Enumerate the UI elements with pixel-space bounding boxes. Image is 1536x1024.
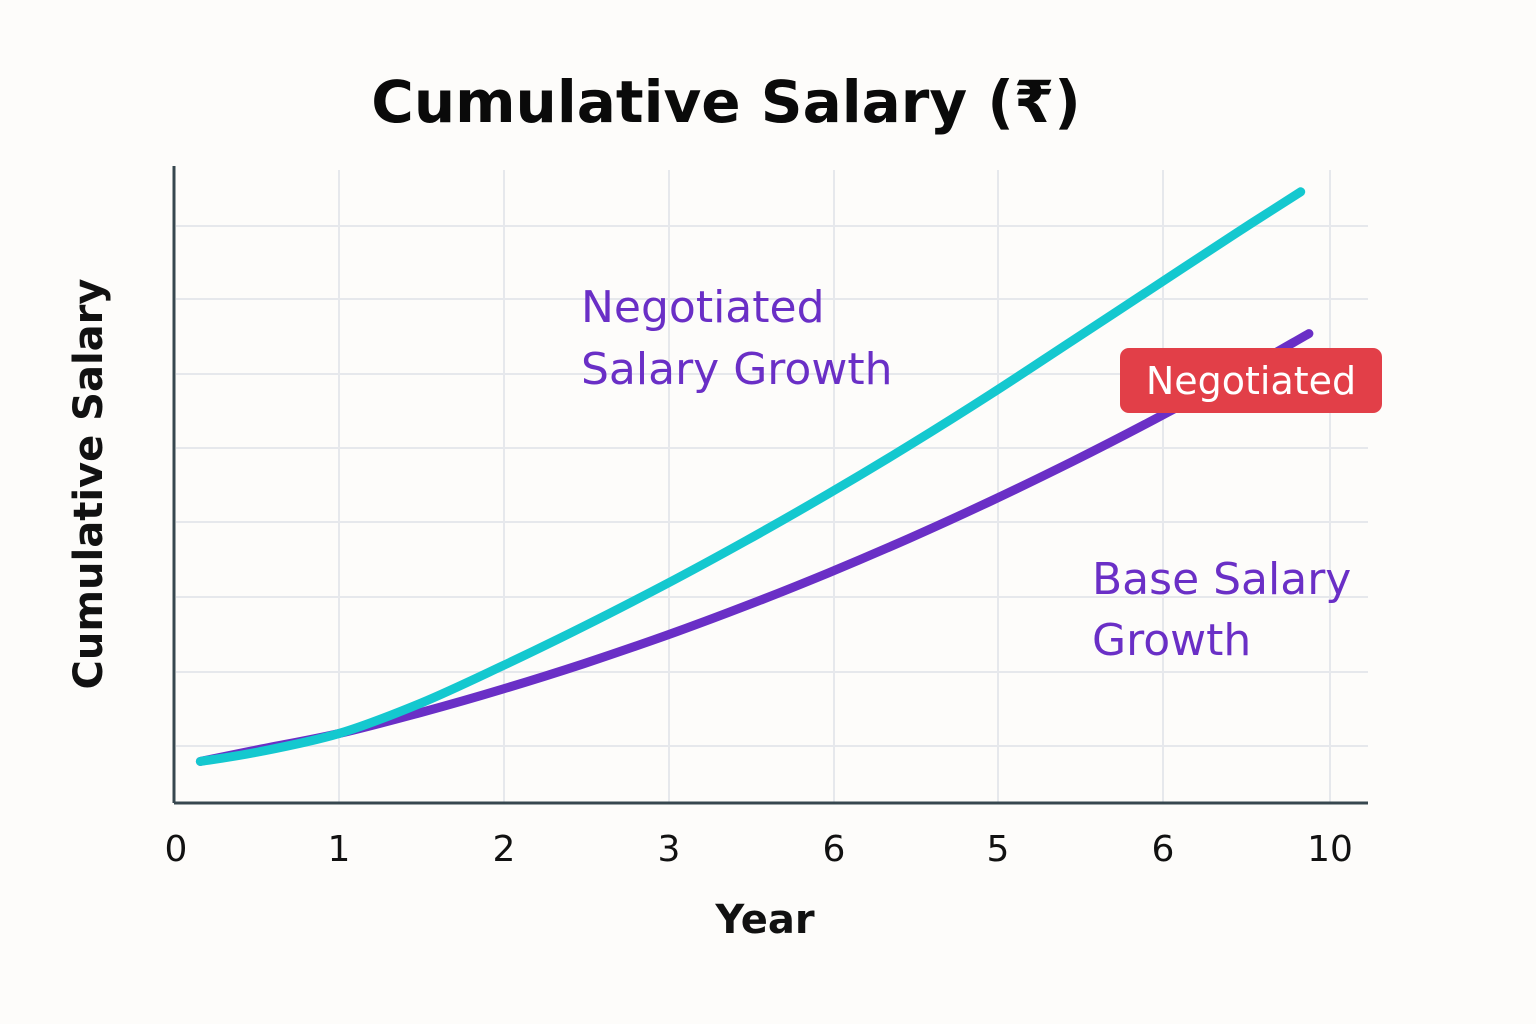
- x-tick-label: 3: [658, 829, 681, 870]
- x-axis-label: Year: [714, 897, 814, 943]
- negotiated-growth-annotation: Negotiated Salary Growth: [581, 282, 892, 395]
- x-tick-label: 0: [165, 829, 188, 870]
- negotiated-badge-label: Negotiated: [1146, 359, 1356, 403]
- x-tick-label: 6: [1152, 829, 1175, 870]
- x-tick-label: 6: [823, 829, 846, 870]
- negotiated-badge-background: [1120, 348, 1382, 413]
- x-tick-label: 10: [1307, 829, 1353, 870]
- y-axis-label: Cumulative Salary: [66, 279, 112, 690]
- chart-title: Cumulative Salary (₹): [371, 68, 1080, 136]
- x-tick-labels: 0 1 2 3 6 5 6 10: [165, 829, 1353, 870]
- x-tick-label: 2: [493, 829, 516, 870]
- base-growth-line-1: Base Salary: [1092, 554, 1351, 605]
- x-tick-label: 1: [328, 829, 351, 870]
- series-lines: [195, 187, 1314, 766]
- base-growth-annotation: Base Salary Growth: [1092, 554, 1351, 666]
- negotiated-growth-line-2: Salary Growth: [581, 344, 892, 395]
- negotiated-growth-line-1: Negotiated: [581, 282, 825, 333]
- x-tick-label: 5: [987, 829, 1010, 870]
- series-line-negotiated: [195, 187, 1306, 766]
- negotiated-badge: Negotiated: [1120, 348, 1382, 413]
- base-growth-line-2: Growth: [1092, 615, 1251, 666]
